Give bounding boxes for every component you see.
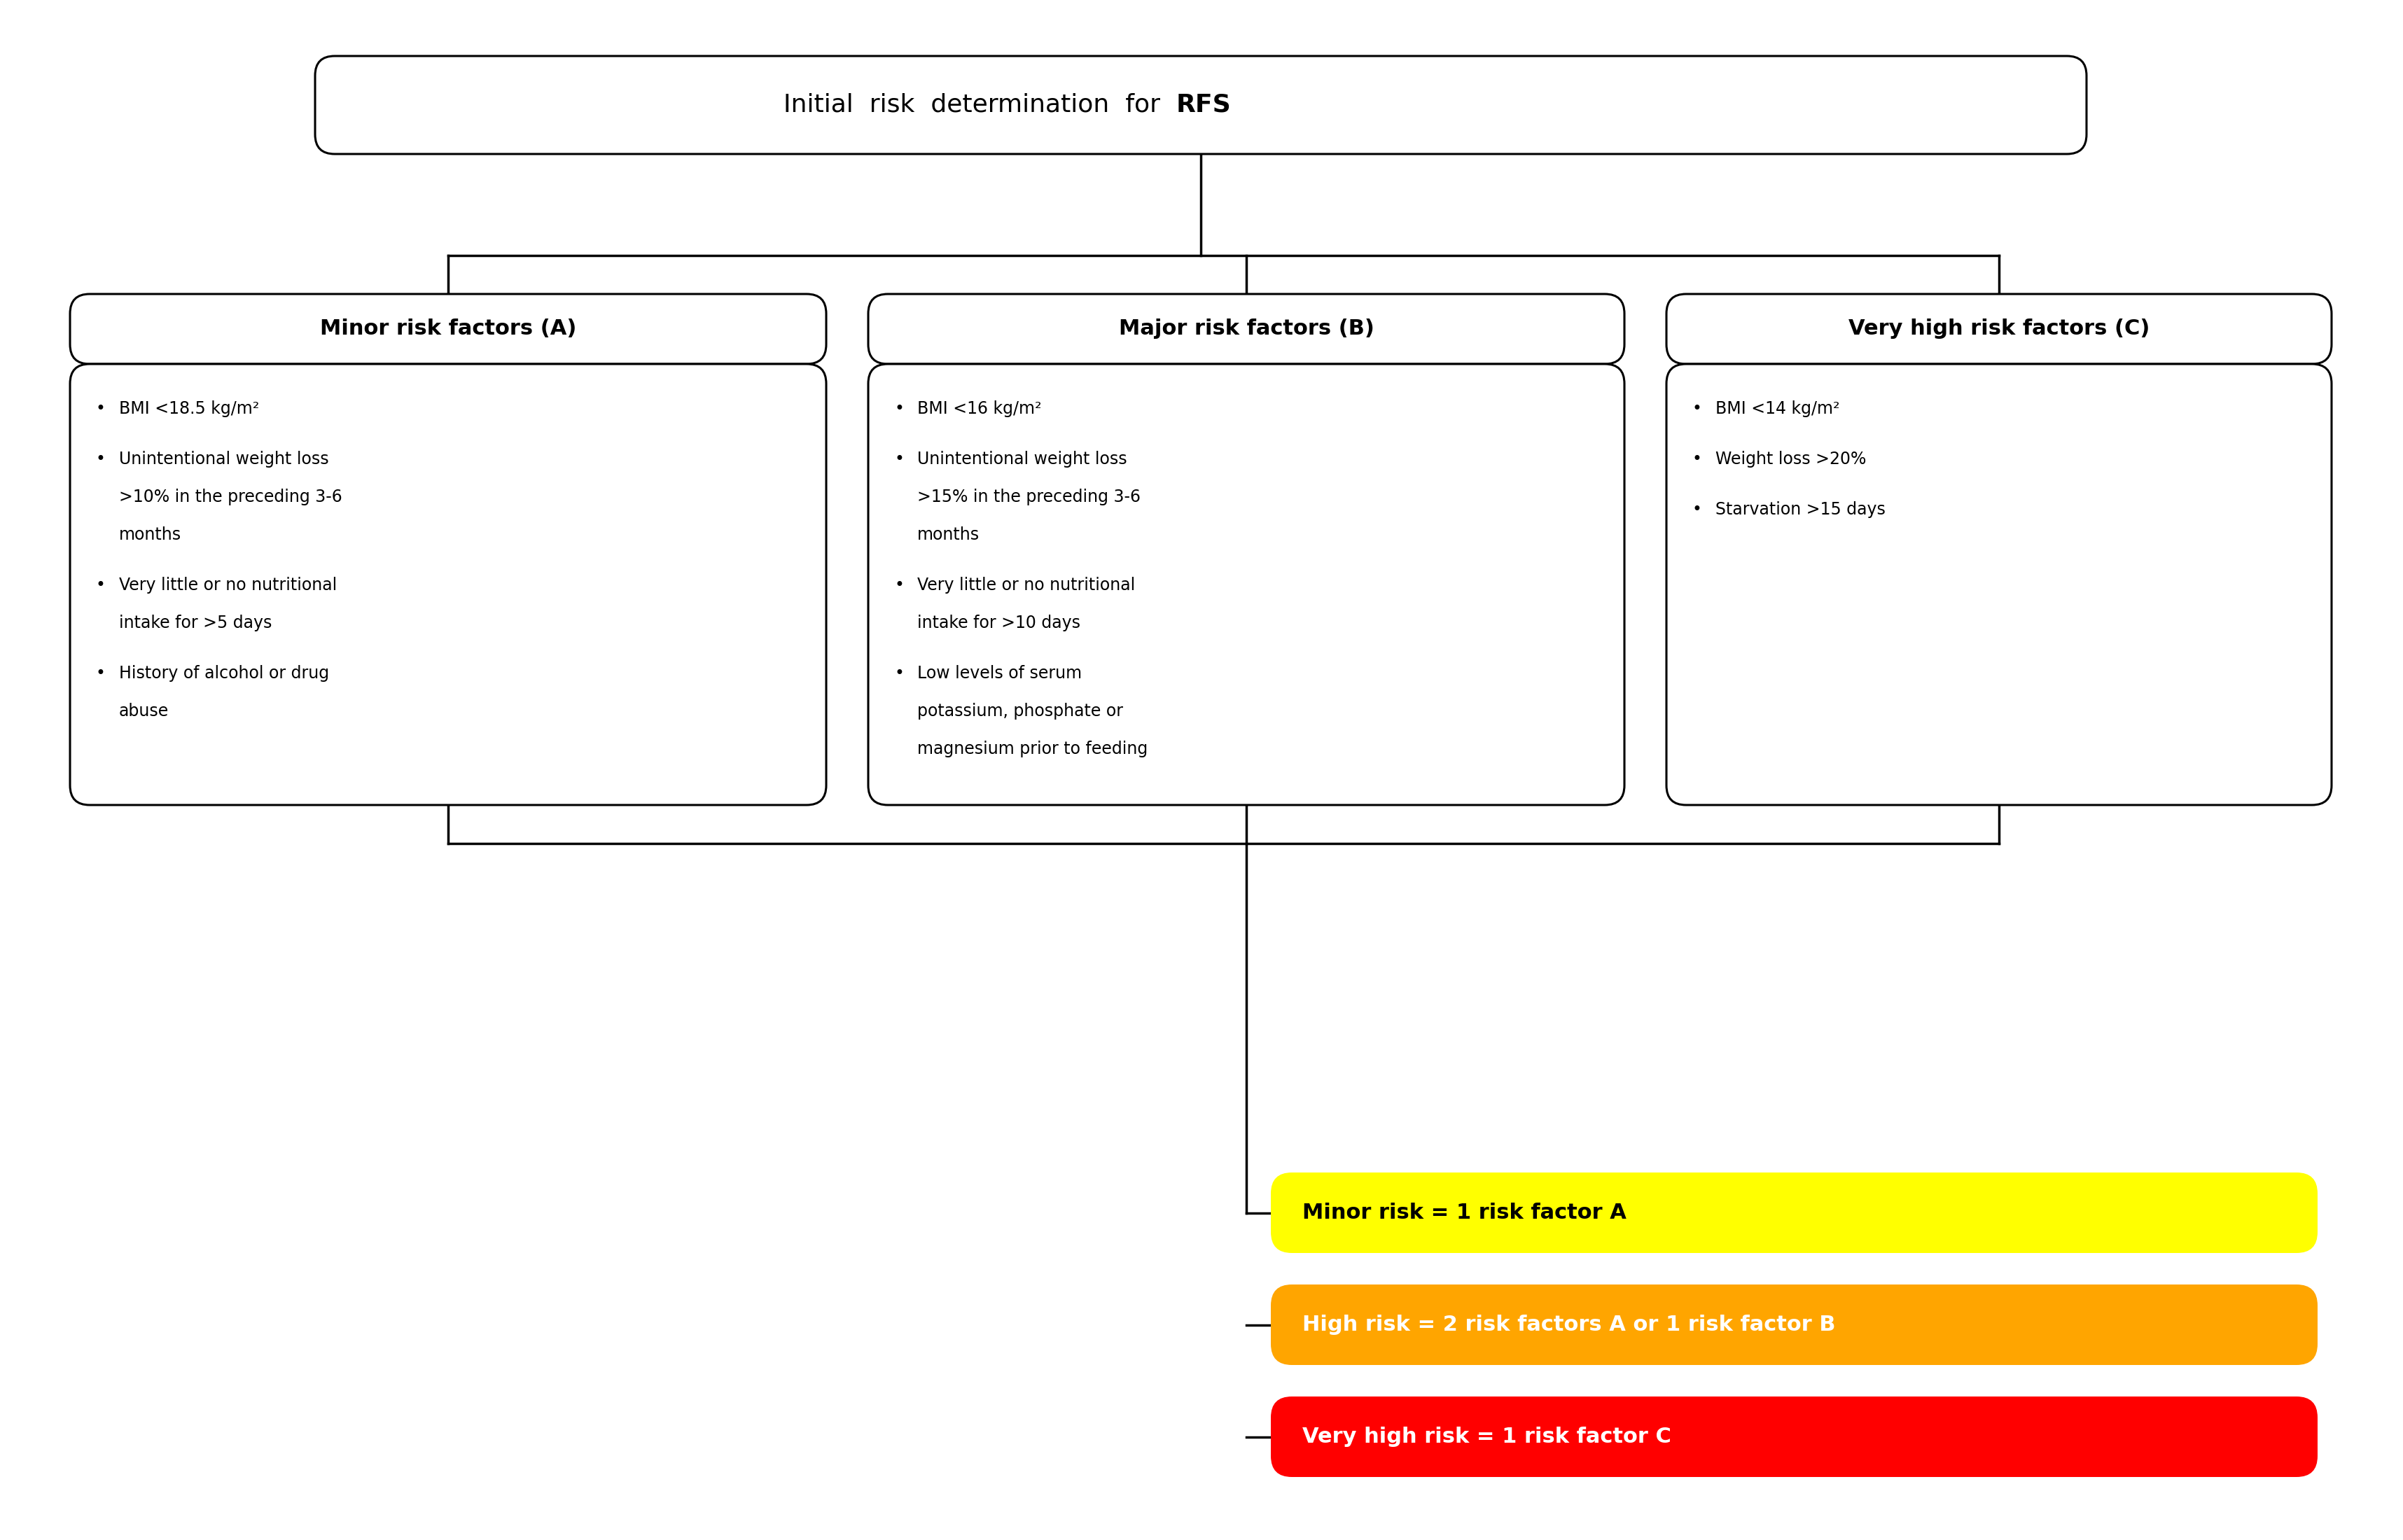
Text: Unintentional weight loss: Unintentional weight loss (120, 451, 329, 468)
Text: •: • (1692, 451, 1701, 468)
Text: >15% in the preceding 3-6: >15% in the preceding 3-6 (918, 488, 1141, 505)
Text: •: • (894, 451, 904, 468)
Text: BMI <14 kg/m²: BMI <14 kg/m² (1716, 400, 1841, 417)
Text: months: months (120, 527, 183, 544)
Text: magnesium prior to feeding: magnesium prior to feeding (918, 741, 1149, 758)
Text: BMI <16 kg/m²: BMI <16 kg/m² (918, 400, 1040, 417)
Text: Initial  risk  determination  for: Initial risk determination for (783, 92, 1177, 117)
Text: •: • (894, 578, 904, 593)
Text: High risk = 2 risk factors A or 1 risk factor B: High risk = 2 risk factors A or 1 risk f… (1302, 1315, 1836, 1335)
Text: History of alcohol or drug: History of alcohol or drug (120, 665, 329, 682)
Text: Very high risk factors (C): Very high risk factors (C) (1848, 319, 2151, 339)
FancyBboxPatch shape (70, 363, 827, 805)
Text: Minor risk = 1 risk factor A: Minor risk = 1 risk factor A (1302, 1203, 1627, 1223)
Text: •: • (96, 451, 106, 468)
FancyBboxPatch shape (70, 294, 827, 363)
Text: BMI <18.5 kg/m²: BMI <18.5 kg/m² (120, 400, 260, 417)
Text: abuse: abuse (120, 702, 168, 719)
Text: •: • (894, 665, 904, 682)
FancyBboxPatch shape (315, 55, 2086, 154)
FancyBboxPatch shape (1271, 1284, 2316, 1364)
FancyBboxPatch shape (1665, 363, 2331, 805)
Text: Low levels of serum: Low levels of serum (918, 665, 1081, 682)
Text: Unintentional weight loss: Unintentional weight loss (918, 451, 1127, 468)
FancyBboxPatch shape (1665, 294, 2331, 363)
Text: •: • (894, 400, 904, 417)
Text: intake for >5 days: intake for >5 days (120, 614, 272, 631)
FancyBboxPatch shape (1271, 1172, 2316, 1254)
Text: RFS: RFS (1177, 92, 1230, 117)
Text: •: • (96, 400, 106, 417)
FancyBboxPatch shape (867, 294, 1624, 363)
Text: Weight loss >20%: Weight loss >20% (1716, 451, 1867, 468)
Text: intake for >10 days: intake for >10 days (918, 614, 1081, 631)
Text: •: • (96, 578, 106, 593)
Text: Minor risk factors (A): Minor risk factors (A) (320, 319, 577, 339)
Text: Very high risk = 1 risk factor C: Very high risk = 1 risk factor C (1302, 1426, 1670, 1448)
Text: Major risk factors (B): Major risk factors (B) (1117, 319, 1375, 339)
Text: >10% in the preceding 3-6: >10% in the preceding 3-6 (120, 488, 341, 505)
Text: Very little or no nutritional: Very little or no nutritional (120, 578, 336, 593)
Text: Very little or no nutritional: Very little or no nutritional (918, 578, 1134, 593)
Text: months: months (918, 527, 980, 544)
FancyBboxPatch shape (867, 363, 1624, 805)
Text: potassium, phosphate or: potassium, phosphate or (918, 702, 1122, 719)
Text: •: • (1692, 400, 1701, 417)
Text: •: • (1692, 500, 1701, 517)
Text: •: • (96, 665, 106, 682)
FancyBboxPatch shape (1271, 1397, 2316, 1477)
Text: Starvation >15 days: Starvation >15 days (1716, 500, 1886, 517)
